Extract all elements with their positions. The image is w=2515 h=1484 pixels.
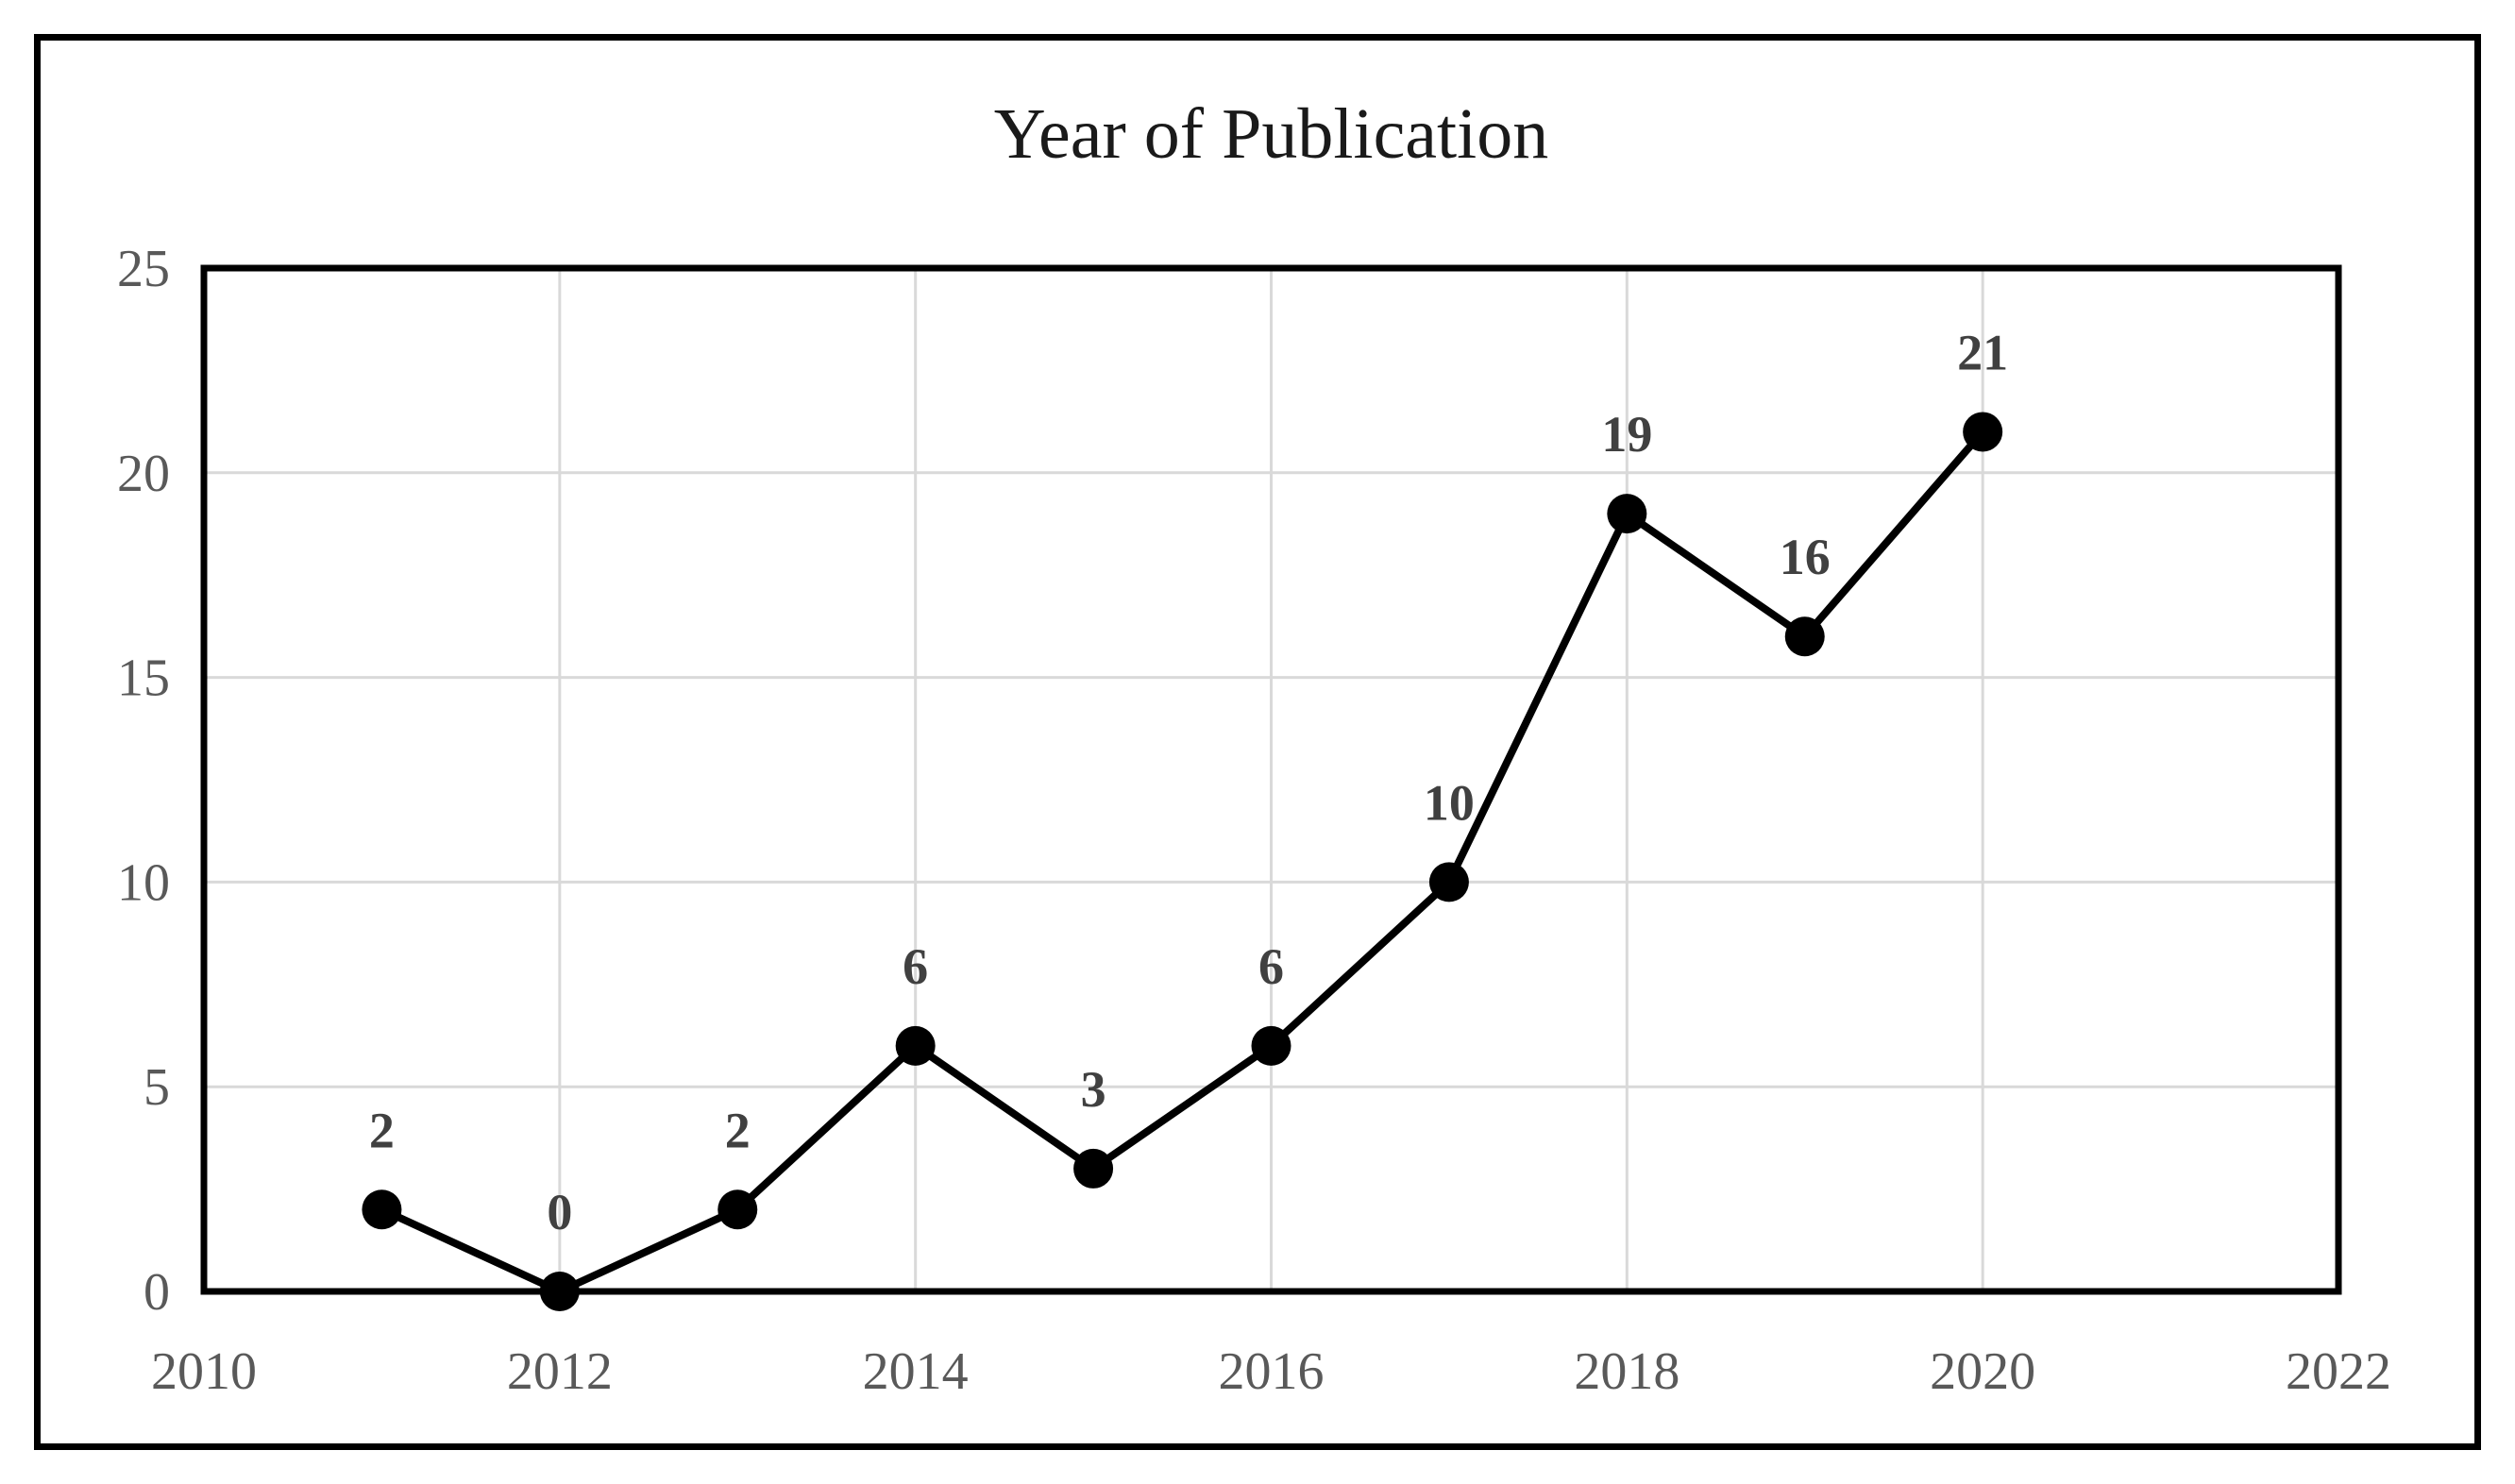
data-point-marker	[1428, 862, 1469, 902]
data-point-marker	[1607, 494, 1647, 534]
data-label: 0	[547, 1184, 572, 1240]
y-axis-tick-label: 5	[143, 1058, 170, 1117]
data-label: 2	[725, 1102, 751, 1158]
x-axis-tick-label: 2018	[1574, 1342, 1679, 1401]
y-axis-tick-label: 20	[117, 445, 170, 503]
data-label: 21	[1957, 324, 2008, 380]
data-label: 10	[1424, 774, 1475, 831]
x-axis-tick-label: 2014	[863, 1342, 969, 1401]
data-series-line	[378, 428, 1987, 1295]
data-point-marker	[362, 1189, 402, 1230]
y-axis-tick-label: 0	[143, 1263, 170, 1322]
y-axis-tick-labels: 0 5 10 15 20 25	[117, 240, 170, 1322]
data-point-marker	[717, 1189, 758, 1230]
data-label: 2	[369, 1102, 395, 1158]
data-point-marker	[1073, 1148, 1114, 1189]
data-label: 19	[1601, 406, 1652, 463]
gridlines	[204, 268, 2338, 1291]
data-label: 6	[1258, 938, 1284, 995]
data-label: 3	[1081, 1061, 1106, 1118]
y-axis-tick-label: 10	[117, 853, 170, 912]
data-labels: 2 0 2 6 3 6 10 19 16 21	[369, 324, 2008, 1240]
x-axis-tick-label: 2016	[1219, 1342, 1325, 1401]
data-point-marker	[1251, 1025, 1291, 1066]
x-axis-tick-label: 2022	[2286, 1342, 2391, 1401]
data-label: 16	[1780, 529, 1831, 585]
data-label: 6	[903, 938, 928, 995]
data-point-markers	[362, 412, 2003, 1311]
data-point-marker	[895, 1025, 936, 1066]
chart-title: Year of Publication	[993, 94, 1549, 174]
x-axis-tick-label: 2020	[1930, 1342, 2035, 1401]
y-axis-tick-label: 15	[117, 649, 170, 708]
y-axis-tick-label: 25	[117, 240, 170, 298]
x-axis-tick-label: 2012	[507, 1342, 613, 1401]
data-point-marker	[1784, 616, 1825, 657]
plot-border	[200, 264, 2342, 1295]
x-axis-tick-label: 2010	[151, 1342, 257, 1401]
x-axis-tick-labels: 2010 2012 2014 2016 2018 2020 2022	[151, 1342, 2391, 1401]
data-point-marker	[539, 1272, 580, 1311]
data-point-marker	[1963, 412, 2003, 452]
